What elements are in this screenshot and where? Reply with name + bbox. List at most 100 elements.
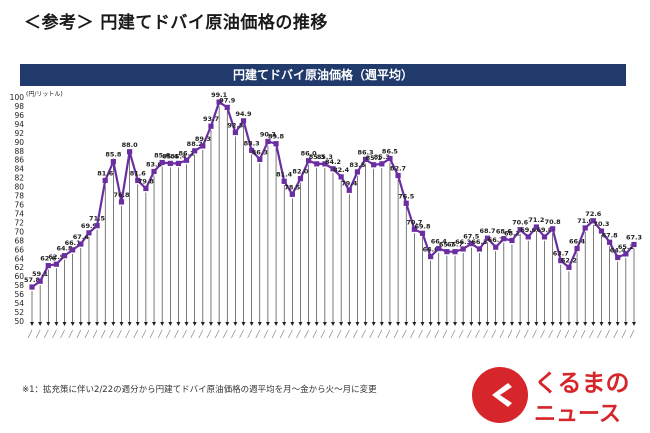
data-label: 85.3	[309, 153, 325, 161]
x-tick	[84, 329, 90, 339]
x-tick	[597, 329, 602, 339]
data-point	[436, 245, 442, 252]
arrow-head	[298, 322, 303, 326]
price-points: 57.859.1 62.662.964.866.167.4 69.971.5 81.6…	[24, 91, 642, 290]
arrow-head	[103, 322, 108, 326]
data-point	[338, 174, 344, 180]
data-point	[297, 176, 304, 182]
y-tick-label: 54	[14, 299, 24, 308]
arrow-head	[265, 322, 270, 326]
arrow-head	[233, 322, 238, 326]
arrow-head	[542, 322, 547, 326]
arrow-head	[509, 322, 514, 326]
data-label: 71.5	[89, 215, 106, 223]
x-tick	[190, 329, 195, 339]
arrow-head	[607, 322, 612, 326]
data-label: 88.3	[244, 139, 260, 147]
data-label: 62.2	[561, 256, 577, 264]
x-tick	[52, 329, 57, 339]
x-tick	[312, 329, 317, 339]
x-tick	[279, 329, 285, 339]
y-tick-label: 86	[14, 156, 24, 165]
x-tick	[442, 329, 448, 339]
data-label: 78.5	[284, 183, 301, 191]
data-point	[631, 241, 637, 248]
data-label: 82.7	[390, 165, 406, 173]
data-point	[541, 234, 548, 240]
data-label: 86.3	[358, 148, 374, 156]
y-tick-label: 50	[14, 317, 24, 326]
arrow-head	[306, 322, 311, 326]
x-tick	[296, 329, 301, 339]
data-label: 83.5	[349, 161, 366, 169]
data-label: 71.0	[577, 217, 594, 225]
x-tick	[589, 329, 594, 339]
y-tick-label: 58	[14, 281, 24, 290]
arrow-head	[591, 322, 596, 326]
x-tick	[60, 329, 65, 339]
logo-text-bottom: ニュース	[534, 402, 621, 427]
data-label: 93.7	[203, 115, 219, 123]
x-tick	[410, 329, 415, 339]
data-label: 70.6	[512, 219, 529, 227]
arrow-head	[249, 322, 254, 326]
data-point	[183, 157, 190, 163]
data-point	[305, 158, 312, 164]
page-title: ＜参考＞ 円建てドバイ原油価格の推移	[24, 13, 328, 33]
data-label: 85.4	[162, 152, 179, 160]
arrow-head	[78, 322, 83, 326]
arrow-head	[119, 322, 124, 326]
data-label: 67.4	[73, 233, 90, 241]
data-point	[330, 166, 336, 172]
data-point	[623, 251, 629, 257]
arrow-head	[444, 322, 449, 326]
arrow-head	[152, 322, 157, 326]
data-point	[94, 223, 100, 229]
data-point	[167, 160, 173, 167]
data-label: 68.7	[480, 227, 496, 235]
data-point	[273, 141, 279, 147]
data-label: 71.2	[528, 216, 544, 224]
arrow-head	[192, 322, 197, 326]
arrow-head	[453, 322, 458, 326]
arrow-head	[518, 322, 523, 326]
x-tick	[564, 329, 570, 339]
arrow-head	[160, 322, 165, 326]
x-tick	[361, 329, 366, 339]
arrow-head	[615, 322, 620, 326]
y-tick-label: 94	[14, 120, 24, 129]
kurumanonews-logo: くるまの ニュース	[472, 367, 630, 427]
arrow-head	[168, 322, 173, 326]
data-point	[289, 191, 295, 197]
data-label: 62.6	[40, 255, 57, 263]
x-tick	[629, 329, 635, 339]
data-point	[61, 253, 68, 259]
y-tick-label: 100	[10, 93, 25, 102]
arrow-head	[428, 322, 433, 326]
data-label: 70.8	[545, 218, 562, 226]
data-label: 86.0	[301, 150, 318, 158]
x-tick	[76, 329, 82, 339]
y-tick-label: 90	[14, 138, 24, 147]
x-tick	[621, 329, 627, 339]
data-label: 97.9	[219, 96, 236, 104]
data-label: 69.0	[520, 226, 537, 234]
data-label: 70.3	[593, 220, 609, 228]
data-point	[314, 161, 320, 167]
data-label: 66.4	[431, 238, 448, 246]
data-point	[192, 148, 198, 154]
x-tick	[92, 329, 98, 339]
chart-plot: (円/リットル) 5052545658606264666870727476788…	[10, 91, 642, 339]
data-point	[379, 161, 385, 167]
x-tick	[345, 329, 350, 339]
x-tick	[206, 329, 212, 339]
data-point	[208, 123, 214, 129]
arrow-head	[404, 322, 409, 326]
arrow-head	[396, 322, 401, 326]
logo-text-top: くるまの	[534, 369, 630, 397]
data-point	[558, 258, 564, 264]
x-tick	[109, 329, 114, 339]
x-tick	[426, 329, 431, 339]
arrow-head	[461, 322, 466, 326]
arrow-head	[575, 322, 580, 326]
